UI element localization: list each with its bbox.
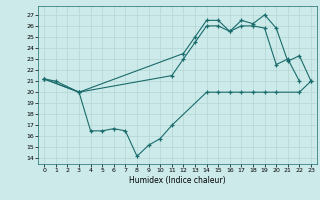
X-axis label: Humidex (Indice chaleur): Humidex (Indice chaleur) xyxy=(129,176,226,185)
